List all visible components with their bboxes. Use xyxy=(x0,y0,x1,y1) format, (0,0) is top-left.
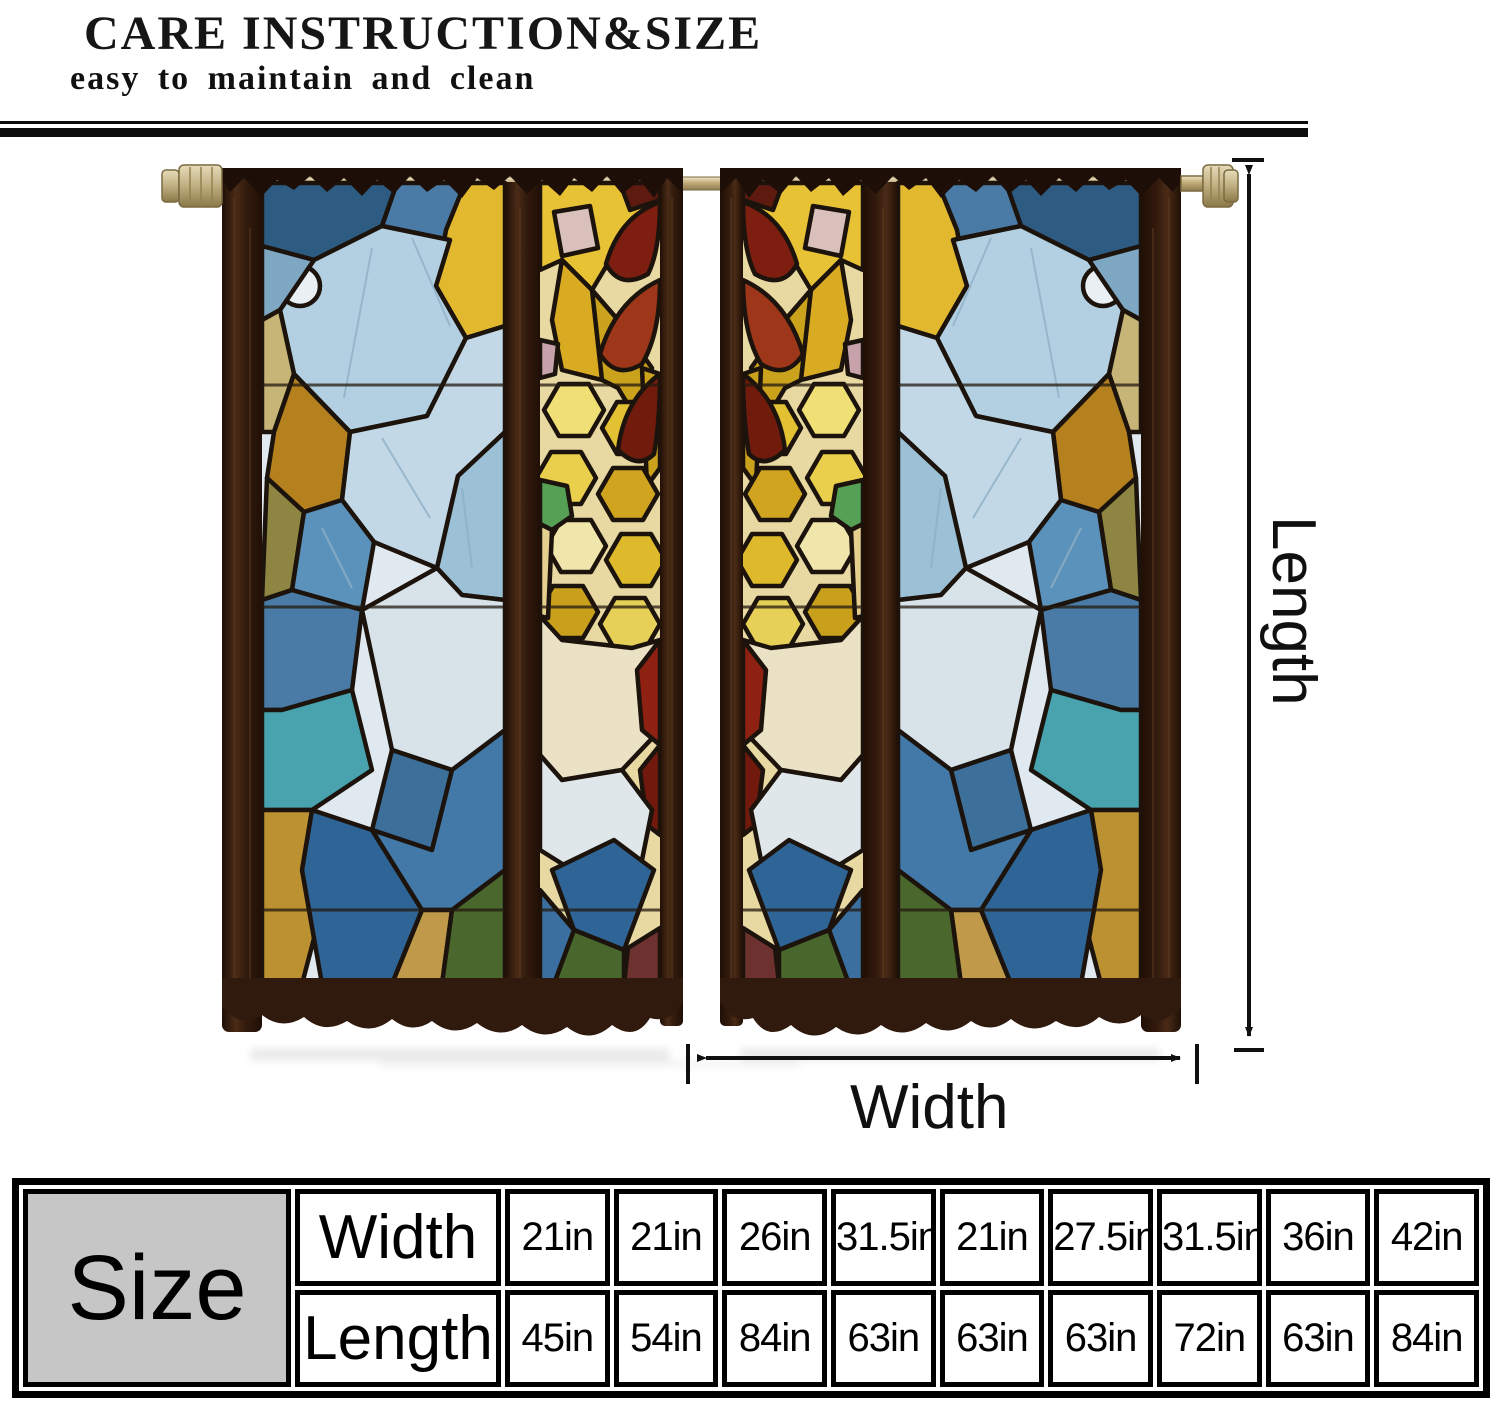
length-dimension-label: Length xyxy=(1259,516,1328,706)
width-value-cell: 21in xyxy=(613,1189,719,1286)
length-value-cell: 63in xyxy=(1048,1290,1153,1387)
page-title: CARE INSTRUCTION&SIZE xyxy=(84,7,763,60)
length-value-cell: 63in xyxy=(1265,1290,1371,1387)
width-value-cell: 21in xyxy=(939,1189,1045,1286)
size-table-length-row: Length 45in 54in 84in 63in 63in 63in 72i… xyxy=(23,1290,1479,1387)
size-table: Size Width 21in 21in 26in 31.5in 21in 27… xyxy=(12,1178,1490,1398)
length-value-cell: 63in xyxy=(939,1290,1045,1387)
length-value-cell: 72in xyxy=(1156,1290,1262,1387)
length-row-header: Length xyxy=(295,1290,501,1387)
size-table-corner-cell: Size xyxy=(23,1189,291,1387)
width-value-cell: 31.5in xyxy=(830,1189,936,1286)
length-arrow xyxy=(1232,158,1264,1052)
curtain-panel-right xyxy=(720,168,1181,1036)
length-value-cell: 45in xyxy=(505,1290,610,1387)
length-value-cell: 54in xyxy=(613,1290,719,1387)
width-value-cell: 27.5in xyxy=(1048,1189,1153,1286)
width-dimension-label: Width xyxy=(850,1073,1009,1142)
page-subtitle: easy to maintain and clean xyxy=(70,60,536,97)
width-value-cell: 36in xyxy=(1265,1189,1371,1286)
width-row-header: Width xyxy=(295,1189,501,1286)
rod-finial-left xyxy=(161,164,223,208)
width-arrow xyxy=(686,1044,1199,1084)
divider-line-thick xyxy=(0,128,1308,137)
width-value-cell: 21in xyxy=(505,1189,610,1286)
width-value-cell: 42in xyxy=(1374,1189,1479,1286)
length-value-cell: 84in xyxy=(722,1290,827,1387)
rod-finial-right xyxy=(1180,164,1239,208)
curtain-panel-left xyxy=(222,168,683,1036)
length-value-cell: 63in xyxy=(830,1290,936,1387)
divider-line-thin xyxy=(0,121,1308,124)
size-table-width-row: Size Width 21in 21in 26in 31.5in 21in 27… xyxy=(23,1189,1479,1387)
width-value-cell: 26in xyxy=(722,1189,827,1286)
length-value-cell: 84in xyxy=(1374,1290,1479,1387)
width-value-cell: 31.5in xyxy=(1156,1189,1262,1286)
